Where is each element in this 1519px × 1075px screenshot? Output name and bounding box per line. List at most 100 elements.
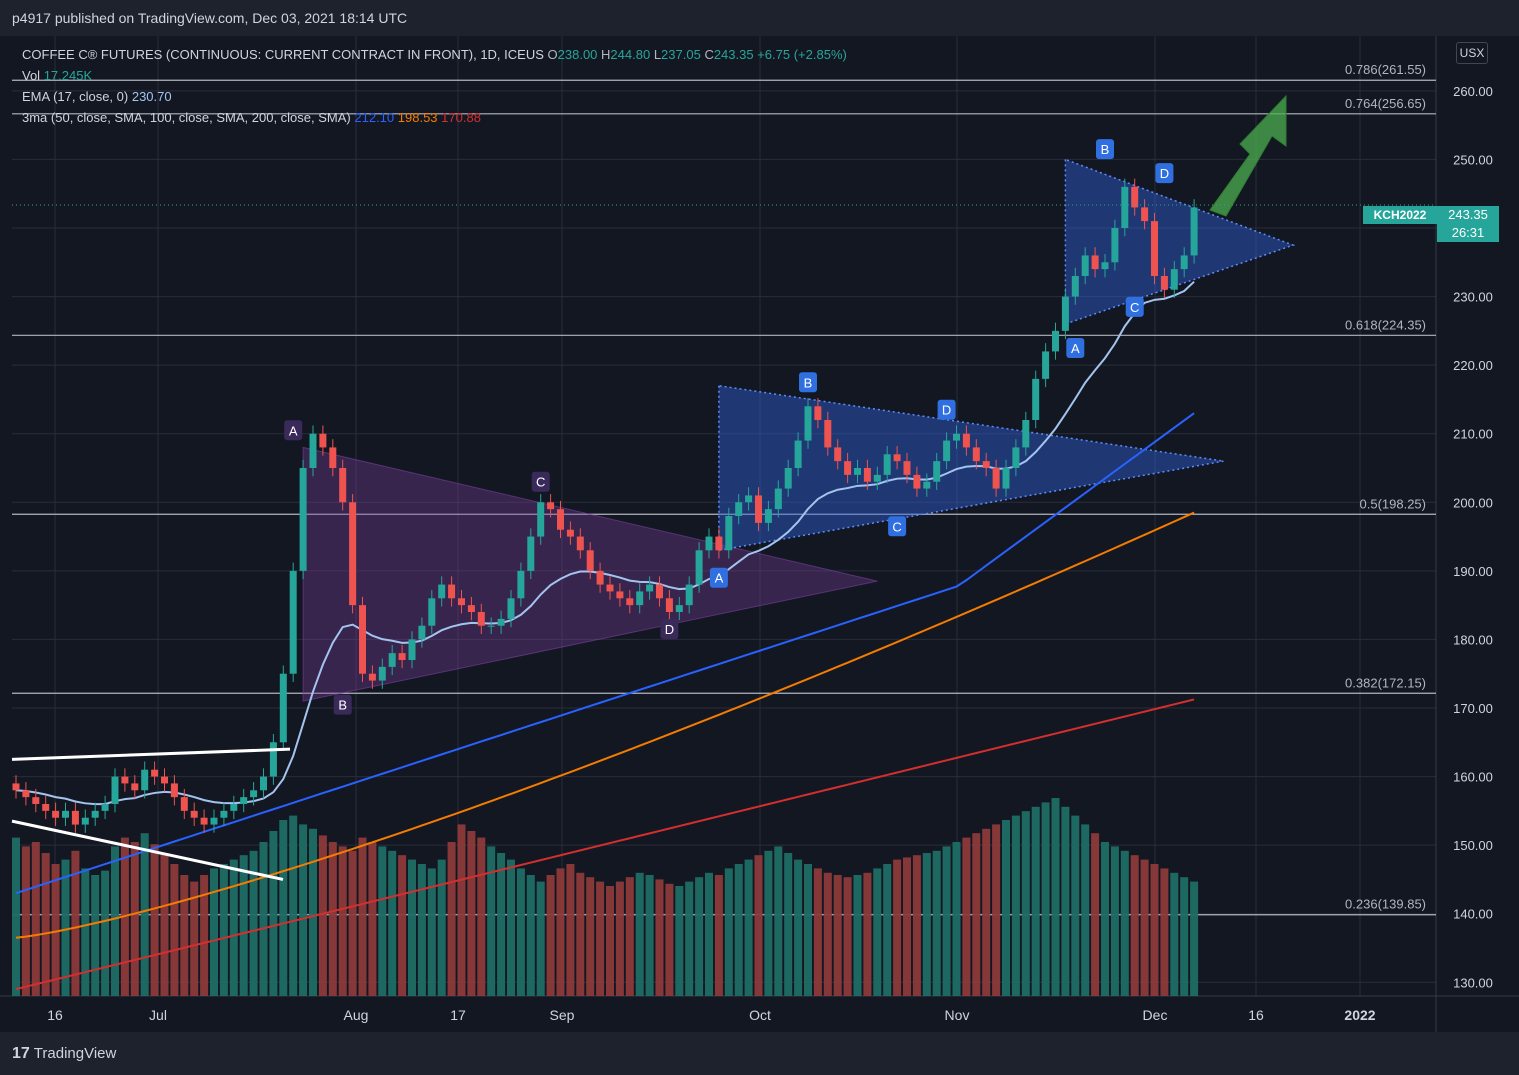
candle-body	[1131, 186, 1139, 208]
candle-body	[438, 584, 446, 599]
candle-body	[1121, 186, 1129, 228]
candle-body	[1061, 296, 1069, 331]
candle-body	[1190, 207, 1198, 256]
volume-bar	[764, 850, 773, 996]
y-tick-label: 250.00	[1453, 152, 1493, 167]
candle-body	[893, 454, 901, 462]
candle-body	[497, 618, 505, 626]
ma200-value: 170.88	[441, 110, 481, 125]
candle-body	[1101, 262, 1109, 270]
last-price-badge: KCH2022 243.35 26:31	[1363, 206, 1499, 242]
fib-label: 0.618(224.35)	[1345, 317, 1426, 332]
candle-body	[517, 570, 525, 599]
volume-bar	[655, 879, 664, 996]
candle-body	[368, 673, 376, 681]
candle-body	[81, 817, 89, 825]
candle-body	[953, 433, 960, 441]
pattern-label: C	[536, 475, 545, 490]
y-tick-label: 230.00	[1453, 290, 1493, 305]
candle-body	[705, 536, 713, 551]
volume-bar	[586, 877, 595, 996]
x-tick-label: 2022	[1344, 1007, 1375, 1023]
candle-body	[52, 810, 60, 818]
candle-body	[1002, 468, 1010, 489]
x-tick-label: Aug	[344, 1007, 369, 1023]
candle-body	[408, 639, 416, 660]
volume-bar	[1120, 850, 1129, 996]
volume-bar	[615, 881, 624, 996]
candle-body	[349, 502, 357, 606]
x-tick-label: 17	[450, 1007, 466, 1023]
volume-bar	[467, 831, 476, 996]
price-chart[interactable]: 130.00 140.00 150.00 160.00 170.00 180.00 190.…	[0, 36, 1519, 1032]
candle-body	[685, 584, 693, 606]
candle-body	[755, 495, 762, 523]
volume-bar	[912, 855, 921, 996]
y-tick-label: 200.00	[1453, 495, 1493, 510]
candle-body	[388, 653, 396, 667]
volume-bar	[239, 855, 248, 996]
trendline-upper	[11, 747, 291, 761]
candle-body	[636, 591, 644, 606]
volume-label[interactable]: Vol	[22, 68, 41, 83]
x-tick-label: Sep	[550, 1007, 575, 1023]
candle-body	[972, 447, 980, 462]
x-tick-label: 16	[47, 1007, 63, 1023]
pattern-label: C	[892, 519, 901, 534]
candle-body	[665, 598, 673, 612]
symbol-title[interactable]: COFFEE C® FUTURES (CONTINUOUS: CURRENT C…	[22, 47, 544, 62]
pattern-label: D	[1160, 166, 1169, 181]
blue-wedge-2	[1064, 158, 1296, 326]
candle-body	[91, 810, 99, 818]
volume-bar	[625, 877, 634, 996]
x-tick-label: Nov	[945, 1007, 970, 1023]
volume-bar	[51, 864, 60, 996]
candle-body	[943, 440, 951, 462]
candle-body	[764, 509, 772, 523]
currency-button[interactable]: USX	[1456, 42, 1488, 64]
candle-body	[487, 625, 495, 627]
pattern-label-box	[1125, 296, 1144, 317]
candle-body	[220, 810, 228, 818]
pattern-label-box	[888, 516, 907, 537]
volume-bar	[1011, 815, 1020, 996]
volume-bar	[853, 875, 862, 996]
y-tick-label: 130.00	[1453, 975, 1493, 990]
candle-body	[1111, 228, 1119, 263]
pattern-label-box	[284, 420, 303, 441]
volume-bar	[922, 853, 931, 996]
x-tick-label: Jul	[149, 1007, 167, 1023]
volume-bar	[823, 872, 832, 996]
fib-label: 0.236(139.85)	[1345, 897, 1426, 912]
candle-body	[834, 447, 842, 462]
price-change: +6.75 (+2.85%)	[757, 47, 847, 62]
candle-body	[151, 769, 159, 777]
volume-bar	[398, 855, 407, 996]
tradingview-logo[interactable]: 17 TradingView	[12, 1045, 116, 1063]
target-arrow	[1209, 94, 1287, 217]
pattern-label-box	[799, 372, 817, 393]
candle-body	[745, 495, 753, 503]
y-tick-label: 150.00	[1453, 838, 1493, 853]
pattern-label: C	[1130, 300, 1139, 315]
volume-value: 17.245K	[43, 68, 93, 83]
fib-label: 0.382(172.15)	[1345, 675, 1426, 690]
ma-label[interactable]: 3ma (50, close, SMA, 100, close, SMA, 20…	[22, 110, 351, 125]
candle-body	[467, 605, 475, 612]
volume-bar	[101, 870, 110, 996]
volume-bar	[566, 864, 575, 996]
volume-bar	[180, 875, 189, 996]
ohlc-close: 243.35	[713, 47, 754, 62]
candle-body	[131, 783, 139, 791]
blue-wedge-1	[718, 384, 1224, 552]
candle-body	[200, 817, 208, 825]
volume-bar	[932, 850, 941, 996]
volume-bar	[724, 868, 733, 996]
volume-bar	[190, 881, 199, 996]
brand-name: TradingView	[33, 1045, 117, 1062]
candle-body	[1012, 447, 1020, 468]
candle-body	[260, 776, 267, 791]
ema-label[interactable]: EMA (17, close, 0)	[22, 89, 129, 104]
pattern-label-box	[1155, 163, 1174, 184]
volume-bar	[417, 864, 426, 996]
